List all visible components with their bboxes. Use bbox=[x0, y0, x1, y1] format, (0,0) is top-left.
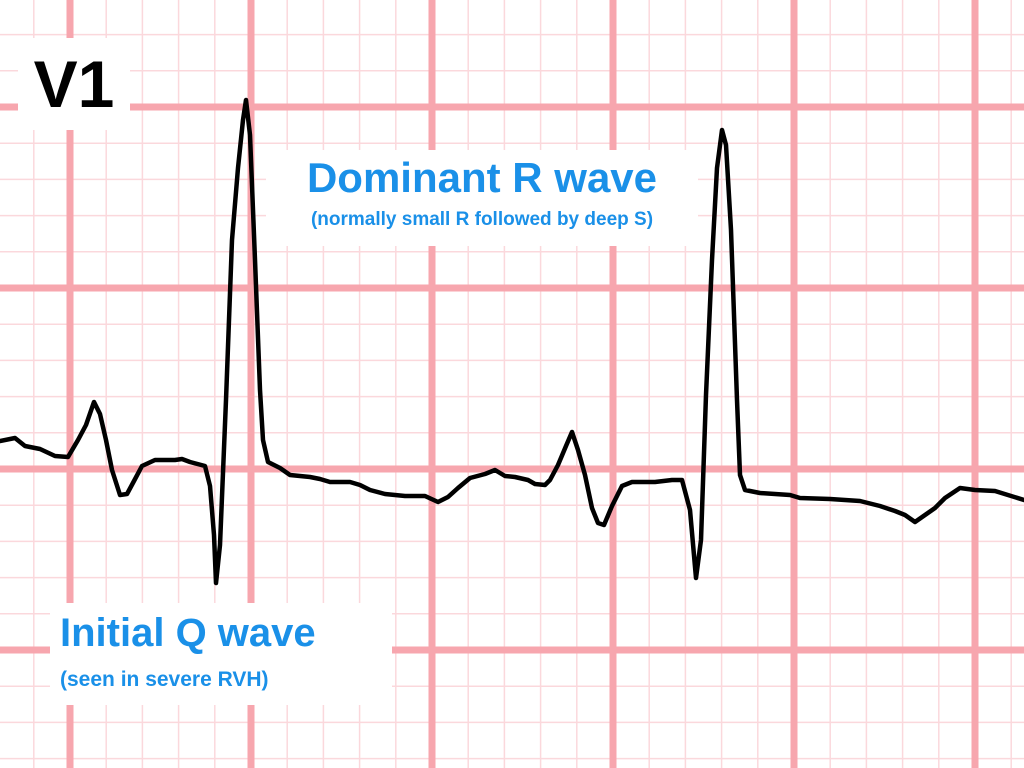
q-wave-annotation: Initial Q wave (seen in severe RVH) bbox=[50, 603, 392, 705]
r-wave-subtitle: (normally small R followed by deep S) bbox=[310, 209, 654, 230]
r-wave-title: Dominant R wave bbox=[306, 154, 658, 201]
q-wave-title: Initial Q wave bbox=[60, 611, 316, 655]
lead-label: V1 bbox=[18, 38, 130, 130]
q-wave-subtitle: (seen in severe RVH) bbox=[60, 668, 269, 691]
r-wave-annotation: Dominant R wave (normally small R follow… bbox=[266, 150, 698, 246]
ecg-trace bbox=[0, 97, 1024, 586]
